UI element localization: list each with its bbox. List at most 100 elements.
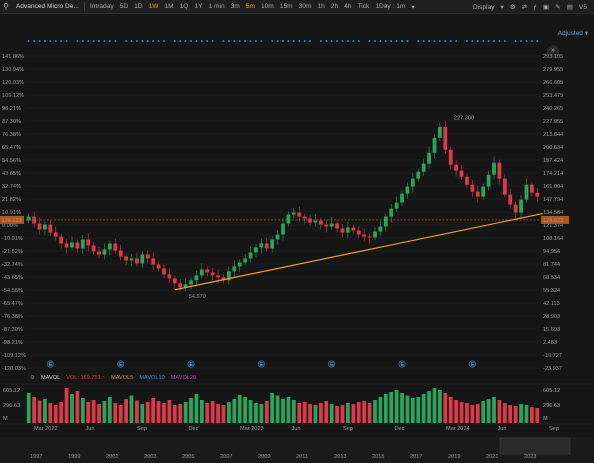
volume-bar — [80, 398, 85, 423]
interval-2h[interactable]: 2h — [330, 3, 339, 10]
earnings-marker-icon — [187, 360, 195, 368]
candle-body — [324, 224, 329, 227]
settings-icon[interactable]: ⚙ — [509, 4, 516, 11]
candlesticks — [26, 120, 540, 292]
right-axis-tick: 279.955 — [543, 67, 563, 73]
left-axis-tick: 98.21% — [2, 106, 21, 112]
volume-bar — [118, 405, 123, 423]
candle-body — [416, 171, 421, 179]
candle-body — [459, 170, 464, 177]
candle-body — [362, 234, 367, 237]
symbol-title[interactable]: Advanced Micro De... — [15, 3, 79, 10]
interval-1y[interactable]: 1Y — [194, 3, 203, 10]
interval-5m[interactable]: 5m — [245, 3, 255, 10]
volume-bar — [135, 400, 139, 423]
year-tick: 2007 — [220, 454, 232, 460]
toolbar-divider — [83, 2, 85, 11]
candle-body — [535, 192, 540, 197]
interval-tick[interactable]: Tick — [357, 3, 370, 10]
left-axis-tick: -43.65% — [2, 275, 23, 281]
earnings-marker-letter: E — [119, 362, 123, 368]
volume-bar — [254, 403, 258, 423]
chevron-down-icon[interactable]: ▾ — [500, 4, 504, 11]
volume-bar — [107, 397, 112, 423]
candle-body — [135, 258, 139, 264]
event-dot — [336, 40, 339, 42]
right-axis-tick: 174.214 — [543, 171, 563, 177]
candle-body — [475, 191, 480, 197]
event-dot — [92, 40, 95, 42]
current-left-badge — [0, 215, 24, 224]
volume-bar — [470, 405, 475, 423]
interval-5d[interactable]: 5D — [119, 3, 129, 10]
collapse-panel-button[interactable]: » — [547, 45, 559, 57]
event-dot — [341, 40, 344, 42]
earnings-marker-icon — [257, 360, 265, 368]
time-axis-tick: Dec — [395, 426, 405, 432]
candle-body — [221, 277, 226, 281]
right-axis-tick: 293.105 — [543, 54, 563, 60]
interval-30m[interactable]: 30m — [298, 3, 312, 10]
right-axis-tick: 240.265 — [543, 106, 563, 112]
interval-1d[interactable]: 1D — [134, 3, 143, 10]
interval-1m[interactable]: 1M — [164, 3, 174, 10]
chevron-down-icon[interactable]: ▾ — [411, 3, 415, 11]
year-tick: 2021 — [486, 454, 498, 460]
interval-intraday[interactable]: Intraday — [89, 3, 114, 10]
volume-bar — [481, 401, 486, 423]
display-button[interactable]: Display — [472, 3, 495, 11]
tools-icon[interactable]: ✎ — [555, 4, 561, 11]
camera-icon[interactable]: ▣ — [542, 4, 550, 11]
year-tick: 2013 — [334, 454, 346, 460]
candle-body — [26, 216, 31, 221]
event-dot — [81, 40, 84, 42]
layout-icon[interactable]: ▤ — [566, 4, 573, 11]
volume-bar — [438, 390, 442, 423]
volume-bar — [102, 401, 107, 423]
candle-body — [118, 250, 123, 257]
settings-icon[interactable]: ⚙ — [30, 374, 36, 381]
volume-bar — [145, 402, 150, 423]
right-axis-tick: 55.324 — [543, 288, 560, 294]
interval-10m[interactable]: 10m — [260, 3, 274, 10]
mavol20-label: MAVOL20 — [170, 374, 197, 381]
interval-1w[interactable]: 1W — [148, 3, 159, 10]
event-dot — [206, 40, 209, 42]
event-dot — [525, 40, 528, 42]
event-dot — [433, 40, 436, 42]
candle-body — [48, 224, 53, 233]
volume-bar — [389, 392, 394, 423]
event-dot — [417, 40, 420, 42]
period-selector[interactable]: 1Day : 1m — [375, 3, 406, 10]
candle-body — [53, 232, 58, 237]
candle-body — [172, 278, 177, 284]
event-dots-row — [27, 40, 539, 42]
interval-3m[interactable]: 3m — [230, 3, 240, 10]
event-dot — [330, 40, 333, 42]
candle-body — [70, 242, 74, 248]
interval-15m[interactable]: 15m — [279, 3, 293, 10]
right-axis-tick: -23.937 — [543, 366, 562, 372]
candle-body — [519, 199, 523, 213]
compare-icon[interactable]: ⇄ — [521, 4, 528, 11]
candle-body — [75, 242, 80, 249]
candle-body — [410, 178, 415, 187]
interval-4h[interactable]: 4h — [344, 3, 352, 10]
left-axis-tick: -65.47% — [2, 301, 23, 307]
event-dot — [465, 40, 468, 42]
earnings-marker-icon — [117, 360, 125, 368]
volume-bar — [178, 404, 183, 423]
indicator-icon[interactable]: ƒ — [533, 3, 537, 11]
interval-1h[interactable]: 1h — [317, 3, 325, 10]
adjusted-toggle[interactable]: Adjusted ▾ — [558, 29, 588, 37]
interval-1min[interactable]: 1 min — [208, 3, 225, 10]
interval-1q[interactable]: 1Q — [179, 3, 189, 10]
candle-body — [183, 284, 188, 288]
candle-body — [59, 236, 64, 244]
event-dot — [162, 40, 165, 42]
left-axis-tick: -98.21% — [2, 340, 23, 346]
event-dot — [227, 40, 230, 42]
volume-bar — [454, 400, 459, 423]
symbol-icon[interactable]: ⚲ — [3, 2, 9, 11]
